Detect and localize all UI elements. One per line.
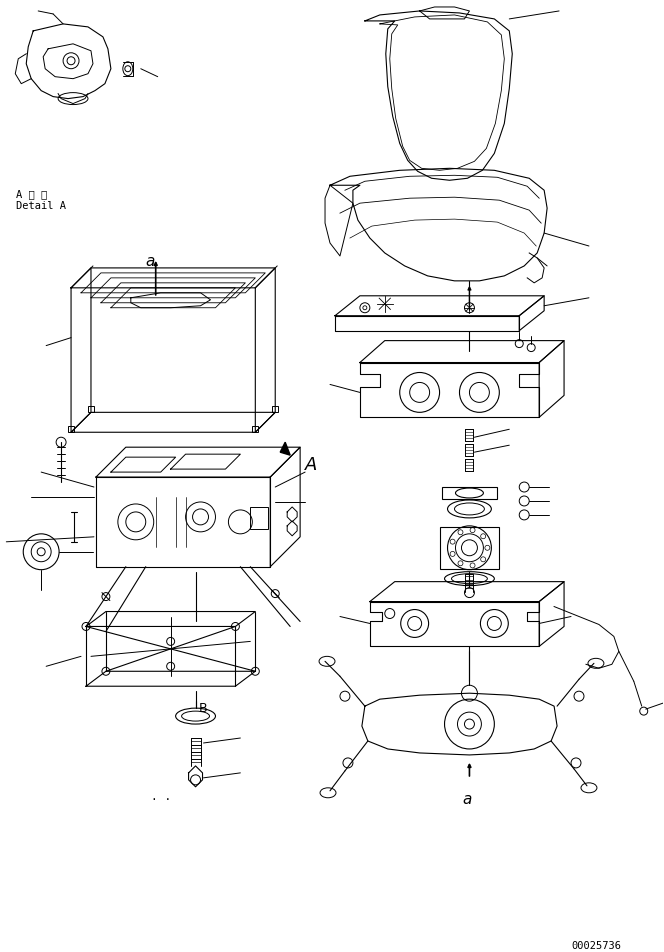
Text: A: A	[305, 456, 317, 474]
Text: Detail A: Detail A	[17, 201, 66, 211]
Bar	[250, 507, 268, 529]
Polygon shape	[280, 443, 290, 456]
Text: A 詳 細: A 詳 細	[17, 189, 48, 199]
Text: a: a	[146, 253, 155, 268]
Text: . .: . .	[151, 791, 171, 801]
Text: a: a	[462, 791, 472, 806]
Bar	[252, 426, 258, 433]
Text: 00025736: 00025736	[571, 941, 621, 950]
Bar	[68, 426, 74, 433]
Bar	[442, 487, 497, 500]
Bar	[88, 407, 94, 413]
Text: B: B	[199, 702, 207, 714]
Bar	[272, 407, 278, 413]
Bar	[440, 527, 499, 569]
